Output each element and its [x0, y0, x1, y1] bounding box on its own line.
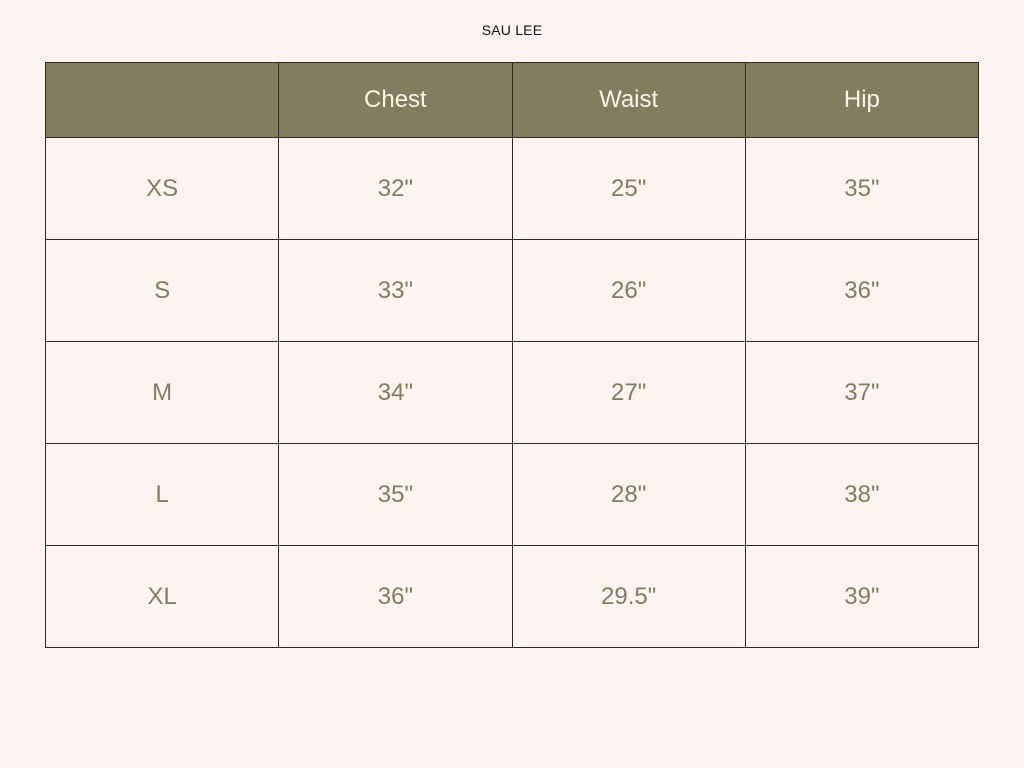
cell-size: XS: [44, 137, 280, 240]
header-cell-size: [44, 62, 280, 138]
cell-waist: 27": [511, 341, 746, 444]
table-row: XL 36" 29.5" 39": [44, 545, 980, 648]
header-cell-waist: Waist: [511, 62, 746, 138]
cell-hip: 36": [744, 239, 980, 342]
cell-waist: 26": [511, 239, 746, 342]
header-row: Chest Waist Hip: [44, 62, 980, 138]
table-row: L 35" 28" 38": [44, 443, 980, 546]
cell-chest: 33": [278, 239, 513, 342]
cell-size: M: [44, 341, 280, 444]
cell-waist: 28": [511, 443, 746, 546]
cell-hip: 38": [744, 443, 980, 546]
brand-title: SAU LEE: [481, 22, 543, 38]
cell-waist: 29.5": [511, 545, 746, 648]
cell-chest: 36": [278, 545, 513, 648]
cell-hip: 35": [744, 137, 980, 240]
cell-waist: 25": [511, 137, 746, 240]
cell-hip: 37": [744, 341, 980, 444]
table-row: M 34" 27" 37": [44, 341, 980, 444]
cell-size: S: [44, 239, 280, 342]
cell-hip: 39": [744, 545, 980, 648]
cell-size: XL: [44, 545, 280, 648]
size-chart-table: Chest Waist Hip XS 32" 25" 35" S 33" 26" 36" M 34…: [44, 62, 980, 648]
cell-chest: 35": [278, 443, 513, 546]
cell-size: L: [44, 443, 280, 546]
cell-chest: 34": [278, 341, 513, 444]
table-row: S 33" 26" 36": [44, 239, 980, 342]
header-cell-hip: Hip: [744, 62, 980, 138]
cell-chest: 32": [278, 137, 513, 240]
table-row: XS 32" 25" 35": [44, 137, 980, 240]
header-cell-chest: Chest: [278, 62, 513, 138]
